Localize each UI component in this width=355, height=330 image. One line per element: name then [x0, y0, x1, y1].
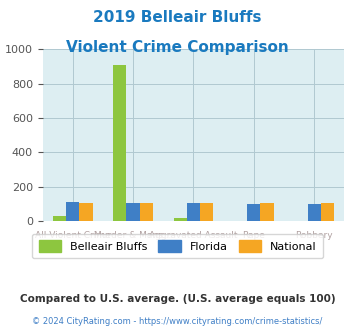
Bar	[140, 203, 153, 221]
Legend: Belleair Bluffs, Florida, National: Belleair Bluffs, Florida, National	[32, 234, 323, 258]
Bar	[113, 65, 126, 221]
Text: © 2024 CityRating.com - https://www.cityrating.com/crime-statistics/: © 2024 CityRating.com - https://www.city…	[32, 317, 323, 326]
Text: Murder & Mans...: Murder & Mans...	[94, 231, 172, 240]
Bar	[200, 203, 213, 221]
Bar	[66, 202, 80, 221]
Bar	[53, 216, 66, 221]
Bar	[126, 203, 140, 221]
Bar	[174, 218, 187, 221]
Text: All Violent Crime: All Violent Crime	[35, 231, 111, 240]
Bar	[187, 203, 200, 221]
Text: 2019 Belleair Bluffs: 2019 Belleair Bluffs	[93, 10, 262, 25]
Text: Compared to U.S. average. (U.S. average equals 100): Compared to U.S. average. (U.S. average …	[20, 294, 335, 304]
Bar	[307, 205, 321, 221]
Text: Violent Crime Comparison: Violent Crime Comparison	[66, 40, 289, 54]
Bar	[247, 205, 261, 221]
Bar	[261, 203, 274, 221]
Text: Aggravated Assault: Aggravated Assault	[149, 231, 238, 240]
Bar	[80, 203, 93, 221]
Text: Rape: Rape	[242, 231, 265, 240]
Text: Robbery: Robbery	[295, 231, 333, 240]
Bar	[321, 203, 334, 221]
